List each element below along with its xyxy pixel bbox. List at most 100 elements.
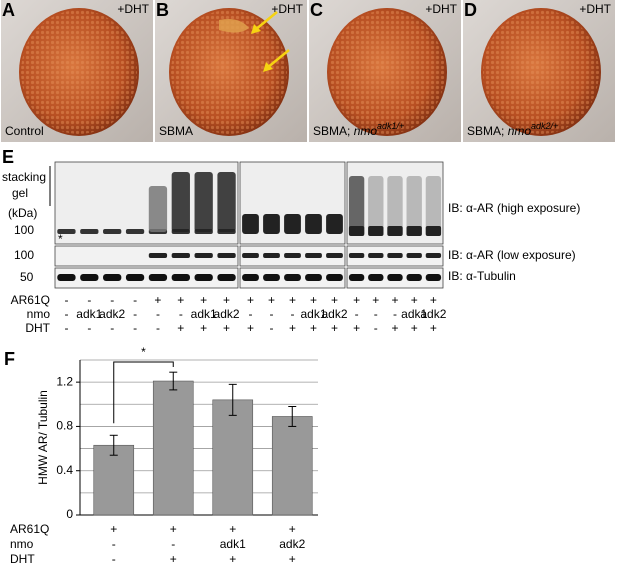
row-cell: + [391,321,398,335]
allele: adk2/+ [531,121,558,131]
band-tubulin [368,274,384,281]
condition-cell: + [170,522,177,536]
row-cell: - [249,307,253,321]
condition-cell: + [110,522,117,536]
smear [284,214,301,234]
condition-cell: - [112,537,116,551]
row-cell: - [87,321,91,335]
band-low [305,253,322,258]
condition-cell: + [229,522,236,536]
error-bar [169,371,178,391]
band-low [263,253,280,258]
row-cell: - [270,307,274,321]
blot-strip [54,267,239,289]
band-tubulin [348,274,365,281]
blot-strip [54,245,239,267]
genotype-label: SBMA; nmoadk1/+ [313,121,404,138]
blot-label: IB: α-AR (low exposure) [448,248,576,262]
row-cell: - [64,321,68,335]
band-tubulin [148,274,168,281]
smear [326,214,343,234]
panel-letter: E [2,147,14,167]
band-low [406,253,422,258]
band [406,226,422,236]
band-tubulin [387,274,403,281]
band [368,226,384,236]
row-cell: + [223,293,230,307]
band-low [171,253,190,258]
condition-cell: + [289,522,296,536]
gene-name: nmo [354,124,378,138]
row-cell: + [200,293,207,307]
row-cell: + [310,321,317,335]
row-cell: + [430,293,437,307]
row-cell: - [64,307,68,321]
bar [152,380,194,516]
row-cell: + [331,293,338,307]
smear [242,214,259,234]
row-cell: + [353,293,360,307]
row-cell: adk1 [76,307,102,321]
band-low [425,253,442,258]
smear [148,186,168,232]
band [425,226,442,236]
smear [368,176,384,236]
band-tubulin [57,274,76,281]
row-cell: + [223,321,230,335]
smear [263,214,280,234]
blot-label: IB: α-Tubulin [448,269,516,283]
row-cell: - [110,293,114,307]
genotype-label: SBMA; nmoadk2/+ [467,121,558,138]
y-axis-label: HMW AR/ Tubulin [36,390,50,485]
row-cell: + [289,293,296,307]
smear [387,176,403,236]
y-tick-label: 1.2 [56,374,73,388]
row-cell: adk2 [420,307,446,321]
row-cell: - [393,307,397,321]
treatment-label: +DHT [117,2,149,16]
treatment-label: +DHT [579,2,611,16]
error-bar [228,383,237,416]
row-cell: adk2 [99,307,125,321]
band-low [284,253,301,258]
eye-facets [329,10,445,134]
row-cell: + [177,293,184,307]
eye-facets [483,10,599,134]
condition-label: DHT [10,552,35,566]
row-cell: - [374,307,378,321]
smear [348,176,365,236]
row-label: AR61Q [11,293,50,307]
band-tubulin [80,274,99,281]
band [57,229,76,234]
row-cell: - [133,321,137,335]
bar [93,444,135,516]
genotype-text: SBMA; [467,124,508,138]
error-bar [109,434,118,456]
band [348,226,365,236]
panel-letter: D [464,0,477,20]
smear [305,214,322,234]
band [387,226,403,236]
row-cell: - [270,321,274,335]
genotype-text: SBMA; [313,124,354,138]
row-cell: + [411,293,418,307]
condition-cell: - [171,537,175,551]
row-label: nmo [27,307,51,321]
row-cell: + [268,293,275,307]
marker: 100 [14,223,34,237]
row-cell: adk1 [401,307,427,321]
panel-letter: A [2,0,15,20]
band [125,229,145,234]
row-cell: + [247,293,254,307]
row-cell: - [156,321,160,335]
arrow-head [263,62,273,72]
treatment-label: +DHT [271,2,303,16]
band-tubulin [125,274,145,281]
smear [406,176,422,236]
gene-name: nmo [508,124,532,138]
row-cell: adk2 [321,307,347,321]
arrow [254,11,278,31]
row-cell: + [154,293,161,307]
